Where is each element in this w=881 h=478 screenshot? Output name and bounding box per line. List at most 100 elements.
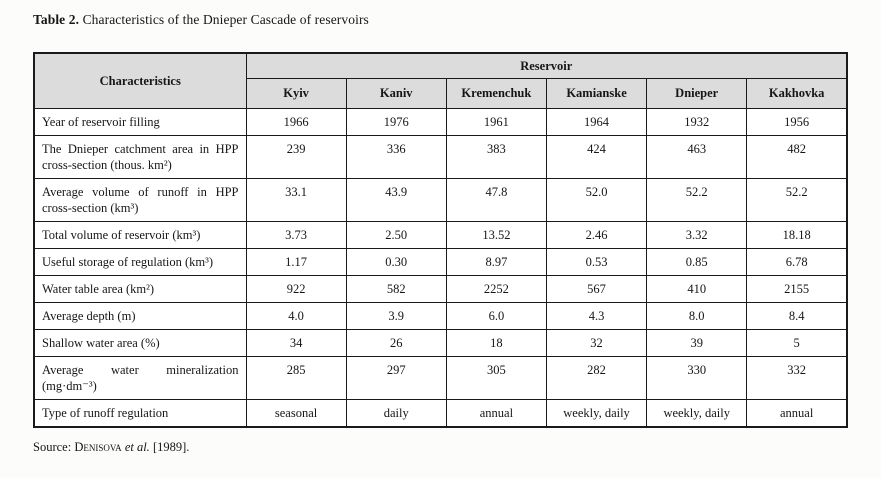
row-label-cell: Average water mineralization (mg·dm⁻³) [33, 355, 247, 400]
value-cell: 330 [646, 355, 748, 400]
value-cell: weekly, daily [646, 398, 748, 427]
value-cell: 6.78 [746, 247, 848, 276]
column-header-cell: Kamianske [545, 77, 648, 109]
table-row: The Dnieper catchment area in HPP cross-… [33, 134, 848, 179]
value-cell: 463 [646, 134, 748, 179]
value-cell: 13.52 [445, 220, 547, 249]
table-row: Average depth (m) 4.0 3.9 6.0 4.3 8.0 8.4 [33, 301, 848, 330]
value-cell: weekly, daily [545, 398, 648, 427]
value-cell: 8.4 [746, 301, 848, 330]
table-caption-number: Table 2. [33, 12, 80, 27]
value-cell: 239 [245, 134, 347, 179]
table-body: Year of reservoir filling 1966 1976 1961 196… [33, 107, 848, 427]
value-cell: 424 [545, 134, 648, 179]
table-row: Useful storage of regulation (km³) 1.17 0.… [33, 247, 848, 276]
value-cell: 1932 [646, 107, 748, 136]
value-cell: 4.3 [545, 301, 648, 330]
row-label-cell: Average depth (m) [33, 301, 247, 330]
table-row: Total volume of reservoir (km³) 3.73 2.50 1… [33, 220, 848, 249]
table-caption: Table 2. Characteristics of the Dnieper … [33, 12, 369, 28]
column-header-cell: Kakhovka [746, 77, 848, 109]
value-cell: 1956 [746, 107, 848, 136]
value-cell: 39 [646, 328, 748, 357]
row-label-cell: Average volume of runoff in HPP cross-se… [33, 177, 247, 222]
column-header-cell: Kremenchuk [445, 77, 547, 109]
value-cell: 52.2 [646, 177, 748, 222]
value-cell: 18.18 [746, 220, 848, 249]
value-cell: 2.46 [545, 220, 648, 249]
source-year: [1989]. [152, 440, 190, 454]
row-label-cell: Useful storage of regulation (km³) [33, 247, 247, 276]
source-label: Source: [33, 440, 75, 454]
table-row: Type of runoff regulation seasonal daily an… [33, 398, 848, 427]
table-row: Water table area (km²) 922 582 2252 567 410 21… [33, 274, 848, 303]
value-cell: 1964 [545, 107, 648, 136]
value-cell: 282 [545, 355, 648, 400]
value-cell: 43.9 [345, 177, 447, 222]
row-label-cell: The Dnieper catchment area in HPP cross-… [33, 134, 247, 179]
value-cell: annual [445, 398, 547, 427]
value-cell: 26 [345, 328, 447, 357]
value-cell: 47.8 [445, 177, 547, 222]
source-etal: et al. [124, 440, 150, 454]
value-cell: 383 [445, 134, 547, 179]
value-cell: 582 [345, 274, 447, 303]
column-header-cell: Kaniv [345, 77, 447, 109]
value-cell: 1961 [445, 107, 547, 136]
value-cell: 1.17 [245, 247, 347, 276]
value-cell: 34 [245, 328, 347, 357]
corner-header-cell: Characteristics [33, 52, 247, 109]
table-header: Characteristics Reservoir Kyiv Kaniv Kreme… [33, 52, 848, 109]
value-cell: 332 [746, 355, 848, 400]
value-cell: 3.73 [245, 220, 347, 249]
value-cell: 482 [746, 134, 848, 179]
value-cell: daily [345, 398, 447, 427]
row-label-cell: Year of reservoir filling [33, 107, 247, 136]
value-cell: 8.97 [445, 247, 547, 276]
table-row: Year of reservoir filling 1966 1976 1961 196… [33, 107, 848, 136]
value-cell: 2.50 [345, 220, 447, 249]
table-row: Average water mineralization (mg·dm⁻³) 28… [33, 355, 848, 400]
value-cell: 336 [345, 134, 447, 179]
characteristics-table: Characteristics Reservoir Kyiv Kaniv Kreme… [33, 52, 848, 428]
column-header-row: Kyiv Kaniv Kremenchuk Kamianske Dnieper Kakho… [34, 77, 848, 109]
value-cell: 6.0 [445, 301, 547, 330]
value-cell: 0.30 [345, 247, 447, 276]
value-cell: 52.2 [746, 177, 848, 222]
row-label-cell: Total volume of reservoir (km³) [33, 220, 247, 249]
row-label-cell: Water table area (km²) [33, 274, 247, 303]
value-cell: 0.53 [545, 247, 648, 276]
value-cell: 305 [445, 355, 547, 400]
value-cell: 18 [445, 328, 547, 357]
value-cell: 285 [245, 355, 347, 400]
value-cell: 0.85 [646, 247, 748, 276]
value-cell: 1966 [245, 107, 347, 136]
column-header-cell: Kyiv [245, 77, 347, 109]
column-header-cell: Dnieper [646, 77, 748, 109]
value-cell: 567 [545, 274, 648, 303]
row-label-cell: Shallow water area (%) [33, 328, 247, 357]
value-cell: 3.9 [345, 301, 447, 330]
table-row: Shallow water area (%) 34 26 18 32 39 5 [33, 328, 848, 357]
value-cell: 52.0 [545, 177, 648, 222]
value-cell: 32 [545, 328, 648, 357]
value-cell: 410 [646, 274, 748, 303]
group-header-row: Characteristics Reservoir [33, 52, 848, 109]
value-cell: 4.0 [245, 301, 347, 330]
row-label-cell: Type of runoff regulation [33, 398, 247, 427]
value-cell: seasonal [245, 398, 347, 427]
value-cell: 1976 [345, 107, 447, 136]
group-header-cell: Reservoir [245, 52, 848, 79]
value-cell: 3.32 [646, 220, 748, 249]
value-cell: 297 [345, 355, 447, 400]
value-cell: 33.1 [245, 177, 347, 222]
value-cell: 8.0 [646, 301, 748, 330]
source-note: Source: Denisova et al. [1989]. [33, 440, 189, 455]
value-cell: 922 [245, 274, 347, 303]
table-caption-text: Characteristics of the Dnieper Cascade o… [82, 12, 369, 27]
table-row: Average volume of runoff in HPP cross-se… [33, 177, 848, 222]
value-cell: 5 [746, 328, 848, 357]
value-cell: annual [746, 398, 848, 427]
source-author: Denisova [74, 440, 122, 454]
